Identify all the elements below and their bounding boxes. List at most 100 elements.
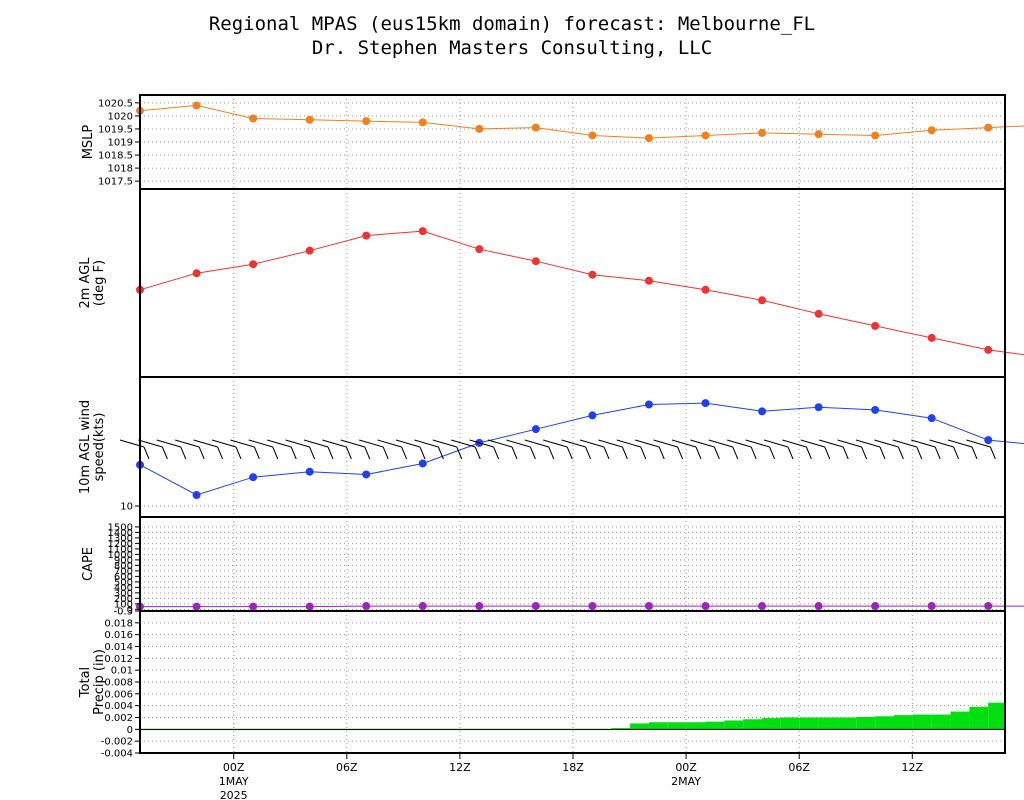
data-point-wind10m: [249, 473, 258, 482]
y-axis-label2-precip: Precip (in): [92, 649, 107, 715]
data-point-cape: [871, 602, 880, 611]
wind-barb: [303, 439, 334, 460]
precip-bar: [931, 714, 951, 730]
y-tick-label-precip: 0.006: [104, 689, 133, 700]
data-point-cape: [249, 602, 258, 611]
x-tick-label: 12Z: [902, 761, 924, 774]
wind-barb: [487, 439, 518, 460]
y-tick-label-wind10m: 10: [120, 502, 133, 513]
wind-barb: [524, 439, 555, 460]
data-point-wind10m: [644, 400, 653, 409]
precip-bar: [875, 716, 894, 730]
y-axis-label2-wind10m: speed(kts): [92, 413, 107, 482]
y-tick-label-precip: 0.012: [104, 654, 133, 665]
precip-bar: [856, 716, 876, 730]
wind-barb: [469, 439, 500, 460]
data-marks: [119, 101, 1024, 731]
data-point-temp2m: [701, 285, 710, 294]
data-point-cape: [701, 602, 710, 611]
axis-labels: 1017.5 1018 1018.5 1019 1019.5 1020 1020.5 MSLP…: [78, 98, 924, 800]
series-line-temp2m: [139, 230, 1024, 356]
wind-barb: [947, 439, 978, 460]
y-tick-label-precip: 0.01: [111, 666, 133, 677]
data-point-temp2m: [531, 257, 540, 266]
y-tick-label-cape: 1400: [108, 528, 133, 539]
data-point-temp2m: [588, 270, 597, 279]
y-tick-label-mslp: 1018: [108, 164, 133, 175]
precip-bar: [837, 717, 857, 730]
wind-barb: [653, 439, 684, 460]
data-point-mslp: [758, 128, 767, 137]
data-point-mslp: [871, 131, 880, 140]
panel-frames: [135, 94, 1006, 759]
y-tick-label-cape: 200: [114, 594, 133, 605]
data-point-cape: [814, 602, 823, 611]
y-axis-label-mslp: MSLP: [81, 125, 96, 160]
y-axis-label-cape: CAPE: [81, 547, 96, 581]
precip-bar: [743, 719, 763, 730]
data-point-cape: [927, 602, 936, 611]
y-tick-label-precip: -0.002: [101, 737, 133, 748]
precip-bar: [780, 717, 800, 730]
wind-barb: [193, 439, 224, 460]
wind-barb: [138, 439, 168, 460]
data-point-temp2m: [927, 333, 936, 342]
data-point-mslp: [701, 131, 710, 140]
wind-barb: [561, 439, 592, 460]
data-point-temp2m: [192, 269, 201, 278]
year-label: 2025: [220, 789, 248, 800]
wind-barb: [892, 439, 923, 460]
data-point-cape: [984, 602, 993, 611]
y-axis-label-wind10m: 10m AGL wind: [78, 400, 93, 494]
wind-barb: [248, 439, 279, 460]
data-point-mslp: [984, 123, 993, 132]
data-point-cape: [475, 602, 484, 611]
data-point-temp2m: [814, 309, 823, 318]
x-tick-label: 06Z: [336, 761, 358, 774]
wind-barb: [763, 439, 794, 460]
data-point-cape: [362, 602, 371, 611]
data-point-wind10m: [927, 414, 936, 423]
data-point-temp2m: [984, 345, 993, 354]
precip-bar: [818, 717, 838, 730]
wind-barb: [745, 439, 776, 460]
data-point-wind10m: [418, 459, 427, 468]
data-point-cape: [588, 602, 597, 611]
precip-bar: [762, 718, 781, 730]
wind-barb: [156, 439, 187, 460]
x-tick-label: 18Z: [562, 761, 584, 774]
data-point-wind10m: [758, 407, 767, 416]
data-point-wind10m: [192, 491, 201, 500]
chart-subtitle: Dr. Stephen Masters Consulting, LLC: [311, 37, 713, 59]
wind-barb: [395, 439, 426, 460]
y-axis-label-temp2m: 2m AGL: [78, 257, 93, 309]
wind-barb: [616, 439, 647, 460]
x-tick-label: 06Z: [788, 761, 810, 774]
wind-barb: [322, 439, 352, 460]
grid-lines: [140, 95, 1005, 754]
data-point-cape: [305, 602, 314, 611]
data-point-temp2m: [758, 296, 767, 305]
data-point-temp2m: [418, 227, 427, 236]
wind-barb: [598, 439, 628, 460]
y-tick-label-cape: 300: [114, 588, 133, 599]
wind-barb: [690, 439, 720, 460]
wind-barb: [432, 439, 463, 460]
wind-barb: [635, 439, 665, 460]
y-tick-label-precip: 0.004: [104, 701, 133, 712]
y-tick-label-precip: 0.016: [104, 630, 133, 641]
wind-barb: [874, 439, 904, 460]
y-axis-label-precip: Total: [78, 667, 93, 698]
data-point-mslp: [927, 126, 936, 135]
y-tick-label-cape: 1100: [108, 544, 133, 555]
y-tick-label-cape: 600: [114, 572, 133, 583]
data-point-cape: [531, 602, 540, 611]
precip-bar: [667, 722, 687, 730]
panel-frame-cape: [139, 516, 1006, 612]
data-point-mslp: [531, 123, 540, 132]
data-point-mslp: [249, 114, 258, 123]
data-point-wind10m: [701, 399, 710, 408]
data-point-mslp: [305, 115, 314, 124]
y-tick-label-mslp: 1019.5: [98, 124, 133, 135]
wind-barb: [855, 439, 886, 460]
